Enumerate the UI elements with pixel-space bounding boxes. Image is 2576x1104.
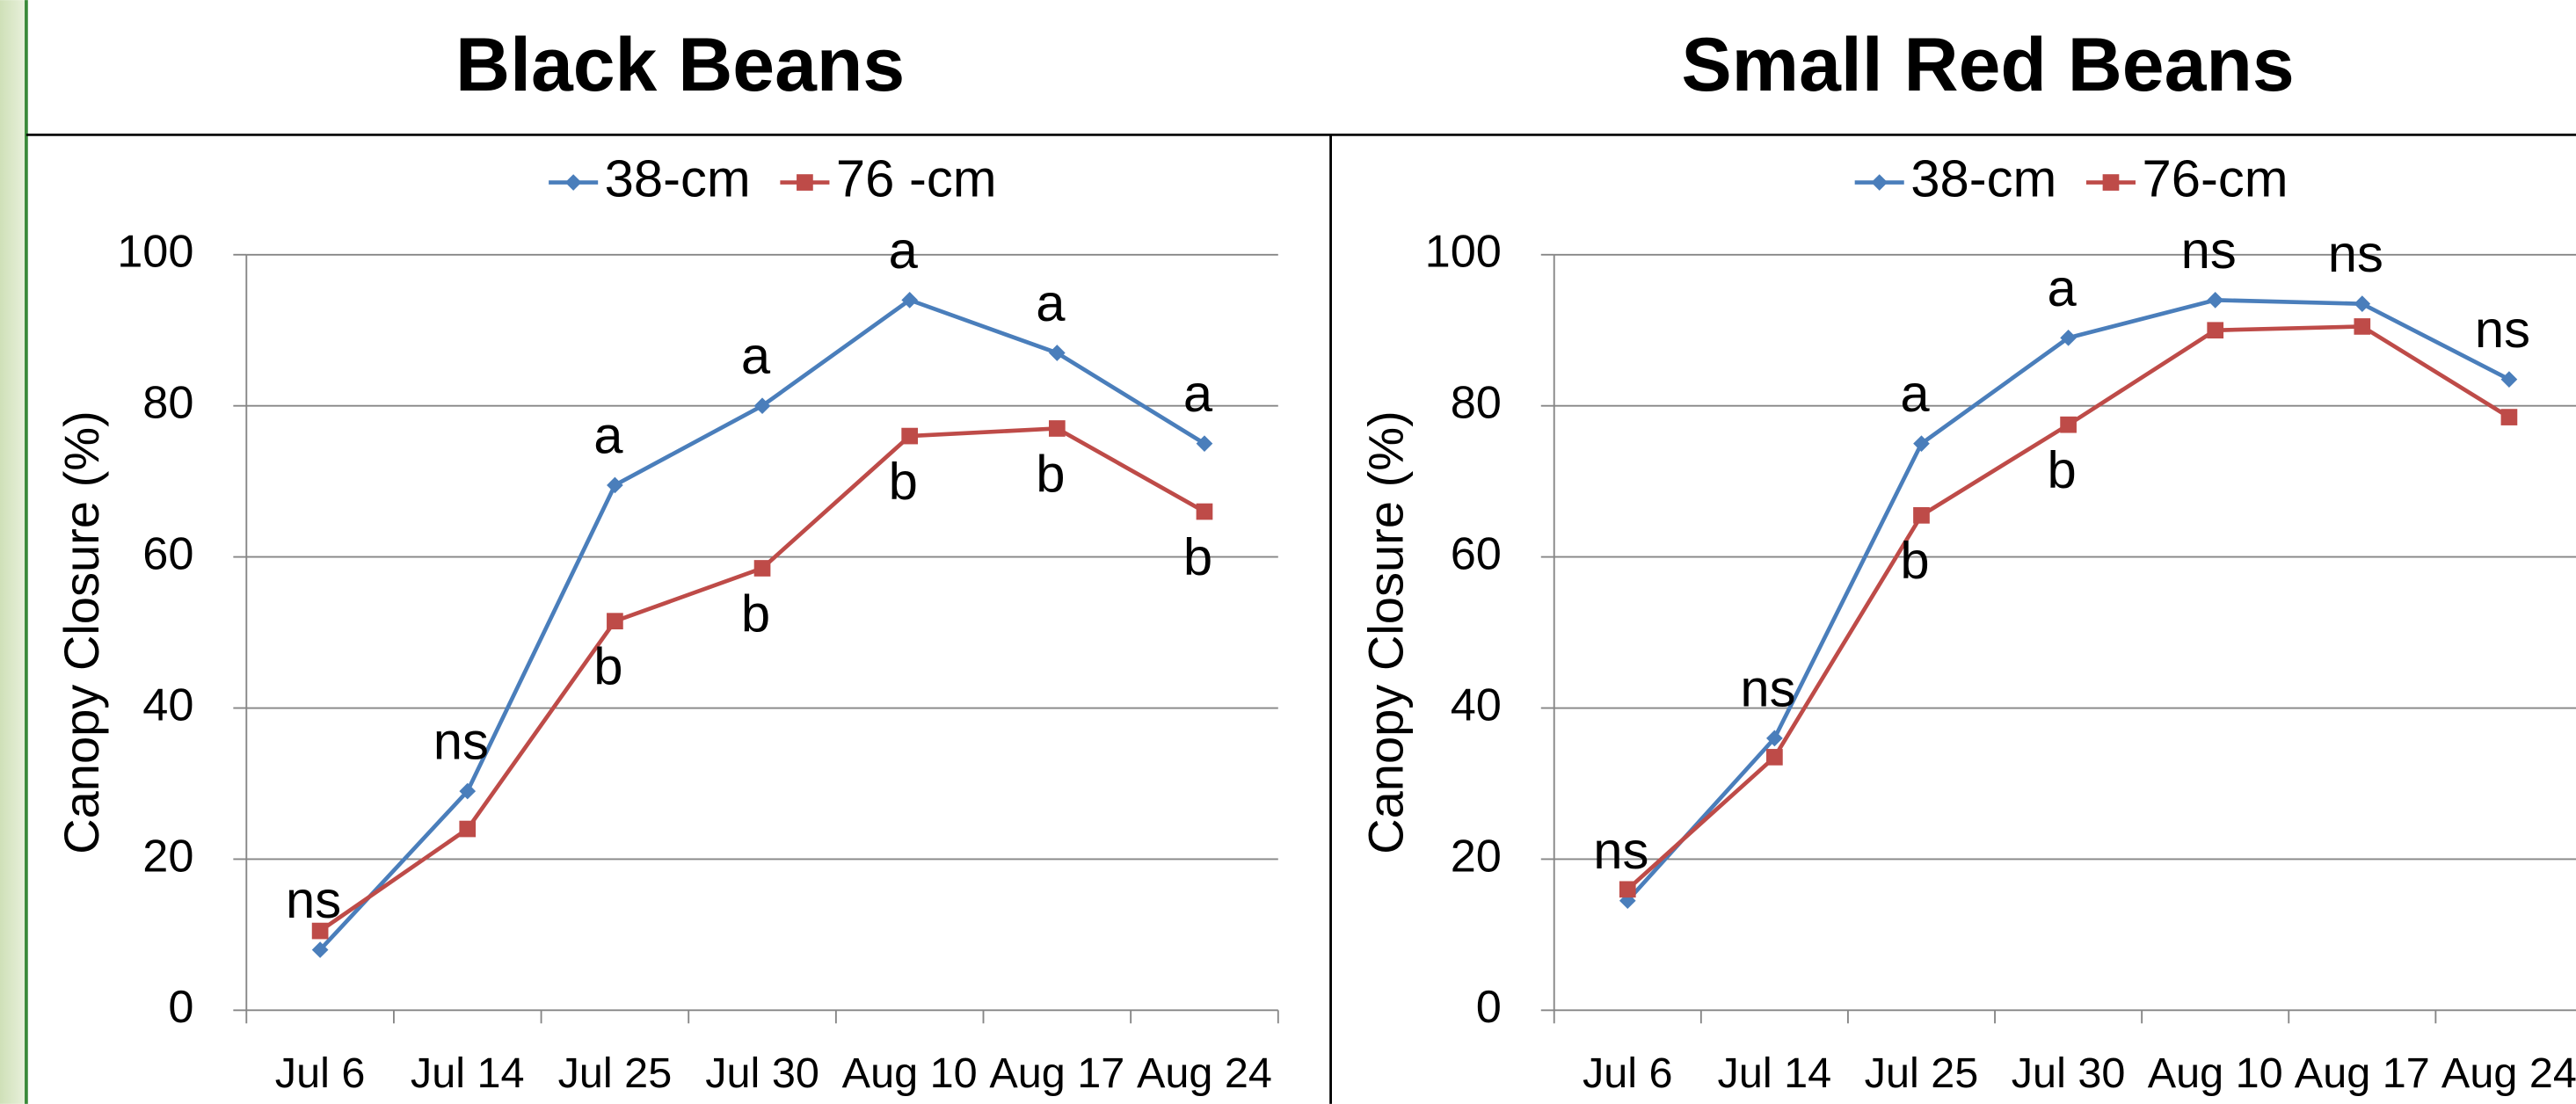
annotation: ns [286, 870, 341, 929]
x-tick-label: Aug 10 [842, 1050, 978, 1097]
annotation: b [593, 637, 622, 696]
point [2060, 329, 2077, 346]
x-tick-label: Jul 25 [558, 1050, 673, 1097]
y-tick-label: 80 [1451, 378, 1502, 429]
x-tick-label: Jul 25 [1865, 1050, 1979, 1097]
annotation: b [1900, 531, 1929, 590]
annotation: a [741, 326, 771, 385]
annotation: ns [2475, 300, 2530, 359]
x-tick-label: Jul 14 [411, 1050, 525, 1097]
y-axis-label: Canopy Closure (%) [54, 410, 109, 854]
point [2102, 174, 2120, 191]
annotation: a [2047, 258, 2077, 317]
point [2207, 322, 2224, 339]
annotation: a [1036, 273, 1066, 332]
legend-label: 76 -cm [836, 149, 997, 207]
annotation: a [889, 221, 919, 280]
point [2354, 295, 2371, 312]
annotation: ns [433, 712, 489, 771]
annotation: ns [2181, 221, 2237, 280]
point [2354, 318, 2371, 335]
point [459, 782, 477, 800]
y-tick-label: 100 [1425, 227, 1502, 278]
y-tick-label: 40 [1451, 679, 1502, 730]
point [753, 397, 771, 415]
annotation: b [2047, 440, 2076, 499]
y-tick-label: 20 [1451, 831, 1502, 882]
point [1913, 435, 1930, 453]
chart-title: Black Beans [455, 23, 905, 107]
y-tick-label: 40 [142, 679, 193, 730]
panel: Black Beans Canopy Closure (%) 0 20 40 60 80 10… [54, 23, 1279, 1097]
point [901, 427, 919, 445]
point [1048, 420, 1066, 437]
point [1766, 749, 1783, 766]
point [459, 820, 477, 838]
point [607, 613, 623, 630]
point [2500, 371, 2518, 388]
point [1619, 881, 1636, 898]
side-decoration [0, 0, 26, 1104]
legend-label: 76-cm [2142, 149, 2288, 207]
annotation: b [889, 452, 918, 511]
annotation: a [1183, 364, 1213, 423]
y-tick-label: 20 [142, 831, 193, 882]
x-tick-label: Jul 30 [705, 1050, 819, 1097]
legend: 38-cm 76 -cm [549, 149, 997, 207]
y-tick-label: 60 [142, 528, 193, 579]
panel: Small Red Beans Canopy Closure (%) 0 20 40 60… [1358, 23, 2576, 1097]
x-tick-label: Jul 6 [1583, 1050, 1673, 1097]
x-tick-label: Jul 30 [2012, 1050, 2126, 1097]
x-tick-label: Jul 14 [1718, 1050, 1832, 1097]
point [1196, 503, 1213, 520]
annotation: a [593, 405, 623, 464]
annotation: a [1900, 364, 1930, 423]
legend-label: 38-cm [1910, 149, 2056, 207]
point [2207, 292, 2224, 309]
legend-label: 38-cm [605, 149, 751, 207]
annotation: b [1036, 444, 1065, 503]
legend: 38-cm 76-cm [1854, 149, 2289, 207]
point [1048, 345, 1066, 361]
series-line [318, 426, 1206, 933]
y-tick-label: 80 [142, 378, 193, 429]
y-tick-label: 0 [168, 982, 193, 1033]
x-tick-label: Aug 24 [2441, 1050, 2576, 1097]
x-tick-label: Aug 24 [1137, 1050, 1272, 1097]
chart-title: Small Red Beans [1681, 23, 2294, 107]
x-tick-label: Aug 17 [989, 1050, 1124, 1097]
point [607, 476, 623, 494]
point [1913, 506, 1930, 524]
annotation: b [1183, 527, 1212, 586]
point [2500, 409, 2518, 425]
point [753, 560, 771, 577]
annotation: ns [1740, 658, 1795, 717]
point [1766, 730, 1783, 747]
series-line [1626, 324, 2511, 891]
point [797, 174, 813, 191]
annotation: ns [2328, 224, 2383, 283]
y-tick-label: 100 [117, 227, 193, 278]
y-axis-label: Canopy Closure (%) [1358, 410, 1414, 854]
annotation: b [741, 584, 770, 643]
y-tick-label: 60 [1451, 528, 1502, 579]
point [564, 174, 582, 191]
point [1871, 174, 1888, 191]
point [311, 922, 329, 940]
annotation: ns [1593, 821, 1648, 880]
x-tick-label: Aug 10 [2148, 1050, 2283, 1097]
point [1196, 435, 1213, 453]
y-tick-label: 0 [1476, 982, 1502, 1033]
x-tick-label: Aug 17 [2295, 1050, 2430, 1097]
x-tick-label: Jul 6 [275, 1050, 366, 1097]
series-line [1626, 298, 2510, 903]
point [2060, 416, 2077, 433]
